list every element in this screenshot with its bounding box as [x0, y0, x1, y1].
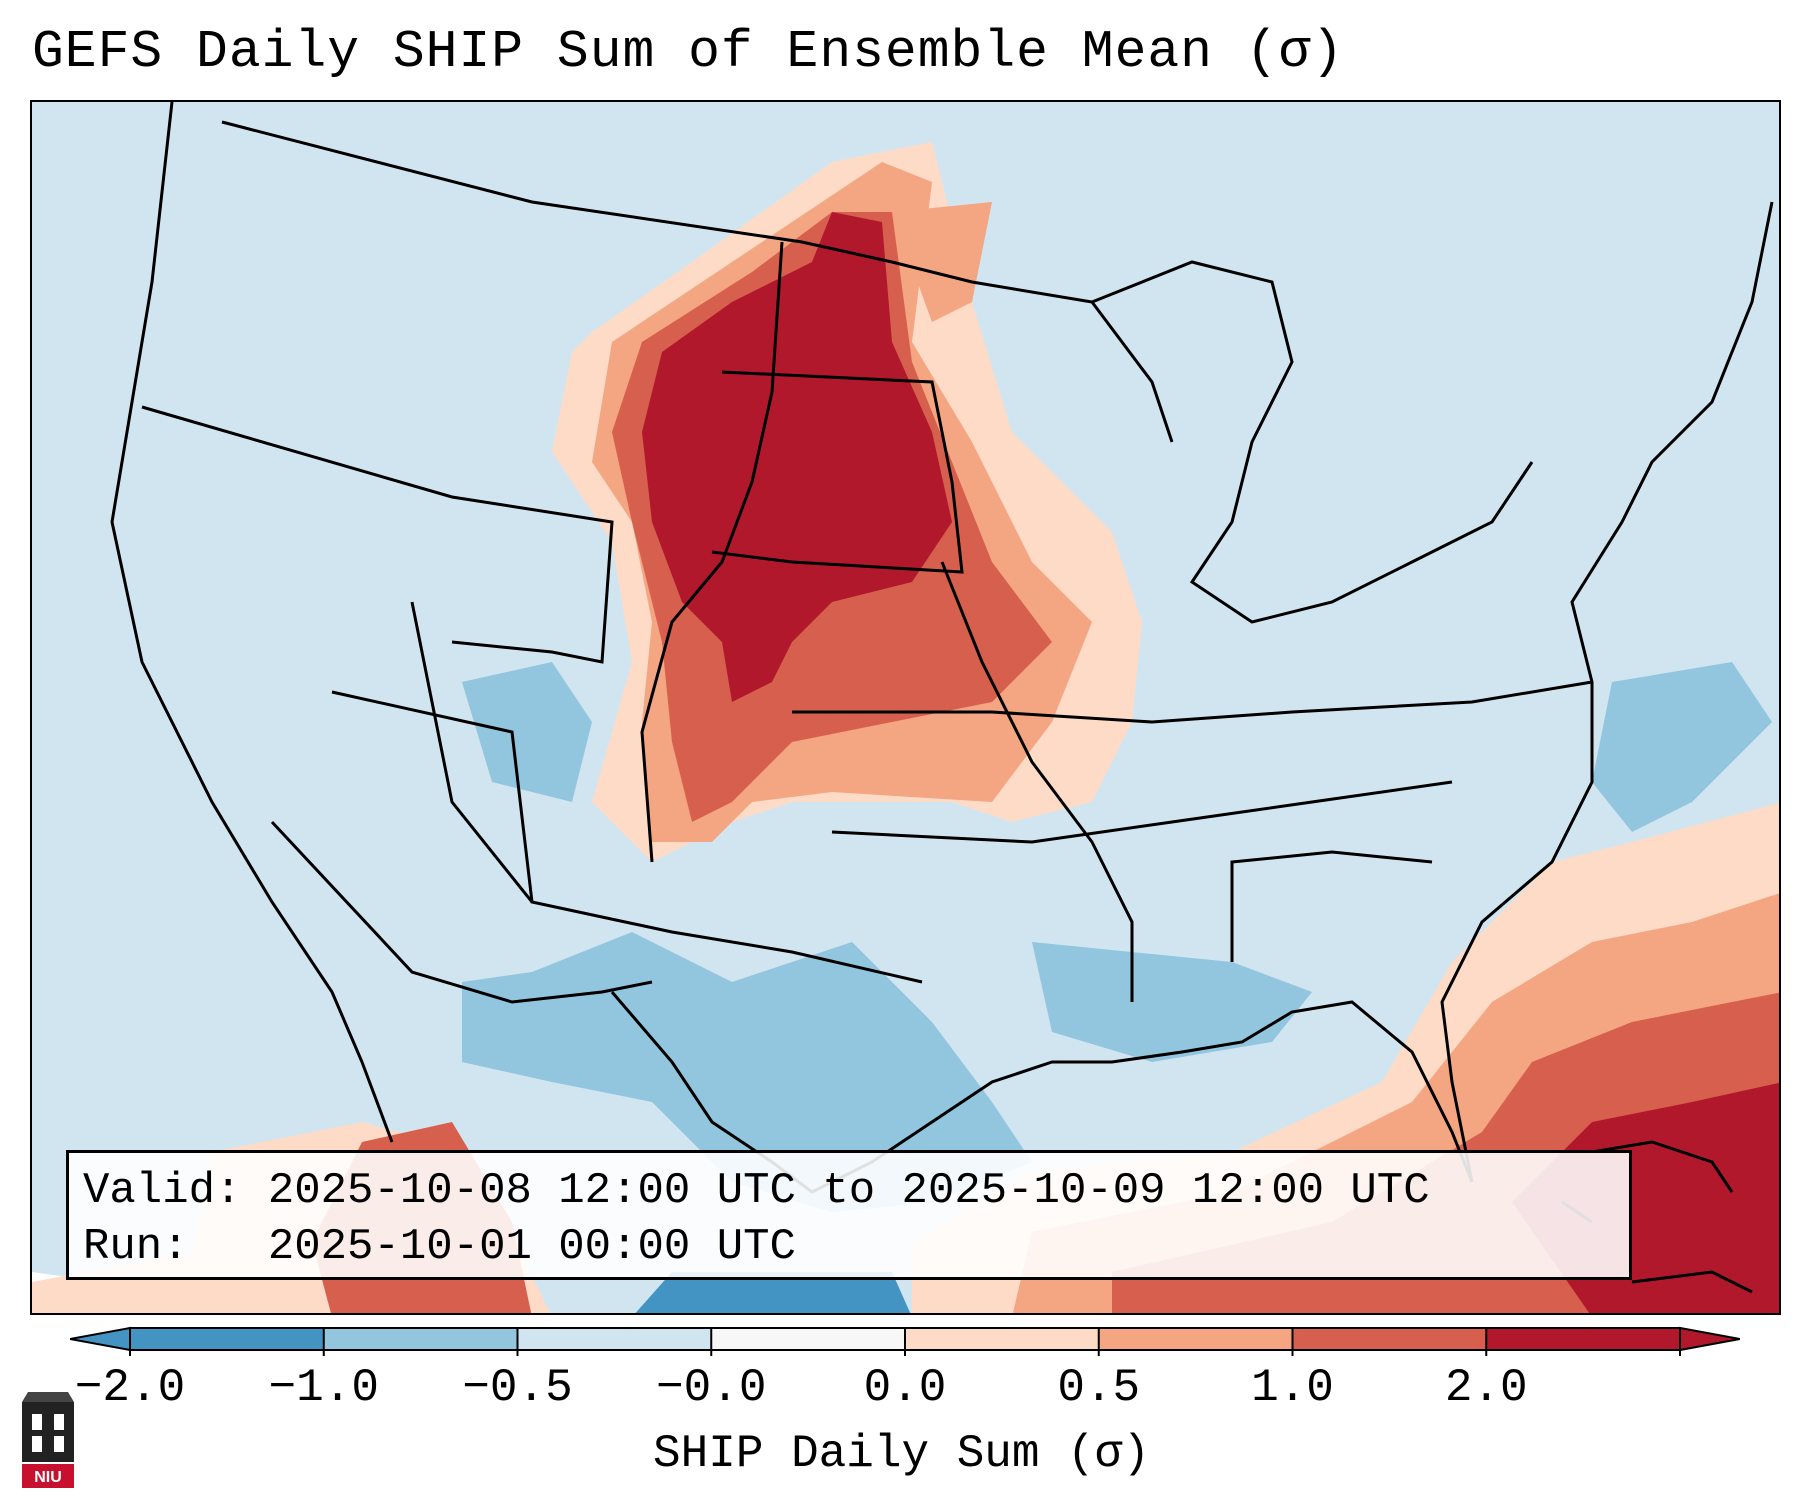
dakotas-extreme-positive [642, 212, 952, 702]
us-canada-border [221, 120, 1174, 443]
boundaries [110, 102, 1774, 1194]
colorbar-segment [711, 1328, 905, 1350]
colorbar-segment [1098, 1328, 1293, 1350]
valid-run-box: Valid: 2025-10-08 12:00 UTC to 2025-10-0… [66, 1150, 1632, 1280]
colorbar-segment [1486, 1328, 1680, 1350]
colorbar-extend-high [1679, 1326, 1740, 1352]
nevada-border [410, 601, 534, 903]
colorbar-segment [517, 1328, 712, 1350]
colorbar-tick-label: −1.0 [268, 1362, 379, 1414]
midlatitude-border [792, 680, 1593, 724]
colorbar-segment [130, 1328, 324, 1350]
sd-border [711, 370, 964, 574]
niu-logo: NIU [22, 1392, 74, 1488]
southeast-border [1230, 850, 1433, 962]
southern-border [831, 780, 1453, 844]
colorbar-segment [1292, 1328, 1487, 1350]
mexico-border [270, 820, 653, 1004]
colorbar-tick-label: 0.5 [1057, 1362, 1141, 1414]
canada-positive [892, 202, 992, 322]
pacific-coastline [110, 102, 394, 1143]
utah-negative-anomaly [462, 662, 592, 802]
pacific-strong-negative [635, 1272, 911, 1313]
colorbar-tick-label: −0.5 [462, 1362, 573, 1414]
colorbar-tick-label: −0.0 [656, 1362, 767, 1414]
colorbar-segment [905, 1328, 1099, 1350]
map-canvas [32, 102, 1779, 1313]
hispaniola-outline [1631, 1270, 1753, 1294]
colorbar-extend-low [70, 1326, 131, 1352]
cuba-outline [1591, 1140, 1734, 1193]
valid-line: Valid: 2025-10-08 12:00 UTC to 2025-10-0… [83, 1166, 1430, 1216]
great-lakes-outline [1091, 260, 1534, 624]
logo-banner [22, 1464, 74, 1488]
logo-text: NIU [34, 1469, 62, 1486]
colorbar-ticks [129, 1328, 1681, 1356]
colorbar-tick-label: 2.0 [1444, 1362, 1528, 1414]
colorbar-tick-label: −2.0 [74, 1362, 186, 1414]
gulf-coastline [610, 991, 1474, 1194]
colorbar-segment [323, 1328, 518, 1350]
colorbar-tick-label: 1.0 [1251, 1362, 1334, 1414]
colorbar-tick-label: 0.0 [863, 1362, 947, 1414]
colorbar-label: SHIP Daily Sum (σ) [653, 1428, 1150, 1480]
colorbar [70, 1326, 1740, 1356]
run-line: Run: 2025-10-01 00:00 UTC [83, 1222, 796, 1272]
logo-tower [22, 1402, 74, 1462]
map-panel [30, 100, 1781, 1315]
logo-windows [32, 1414, 64, 1452]
atlantic-negative-anomaly [1592, 662, 1772, 832]
map-title: GEFS Daily SHIP Sum of Ensemble Mean (σ) [32, 22, 1345, 82]
northern-border-west [141, 405, 614, 664]
logo-roof [22, 1392, 74, 1402]
texas-negative-anomaly [462, 932, 1032, 1212]
southeast-negative-anomaly [1032, 942, 1312, 1062]
mississippi-river [940, 561, 1134, 1002]
plains-border [640, 241, 784, 863]
southwest-border [331, 690, 923, 984]
